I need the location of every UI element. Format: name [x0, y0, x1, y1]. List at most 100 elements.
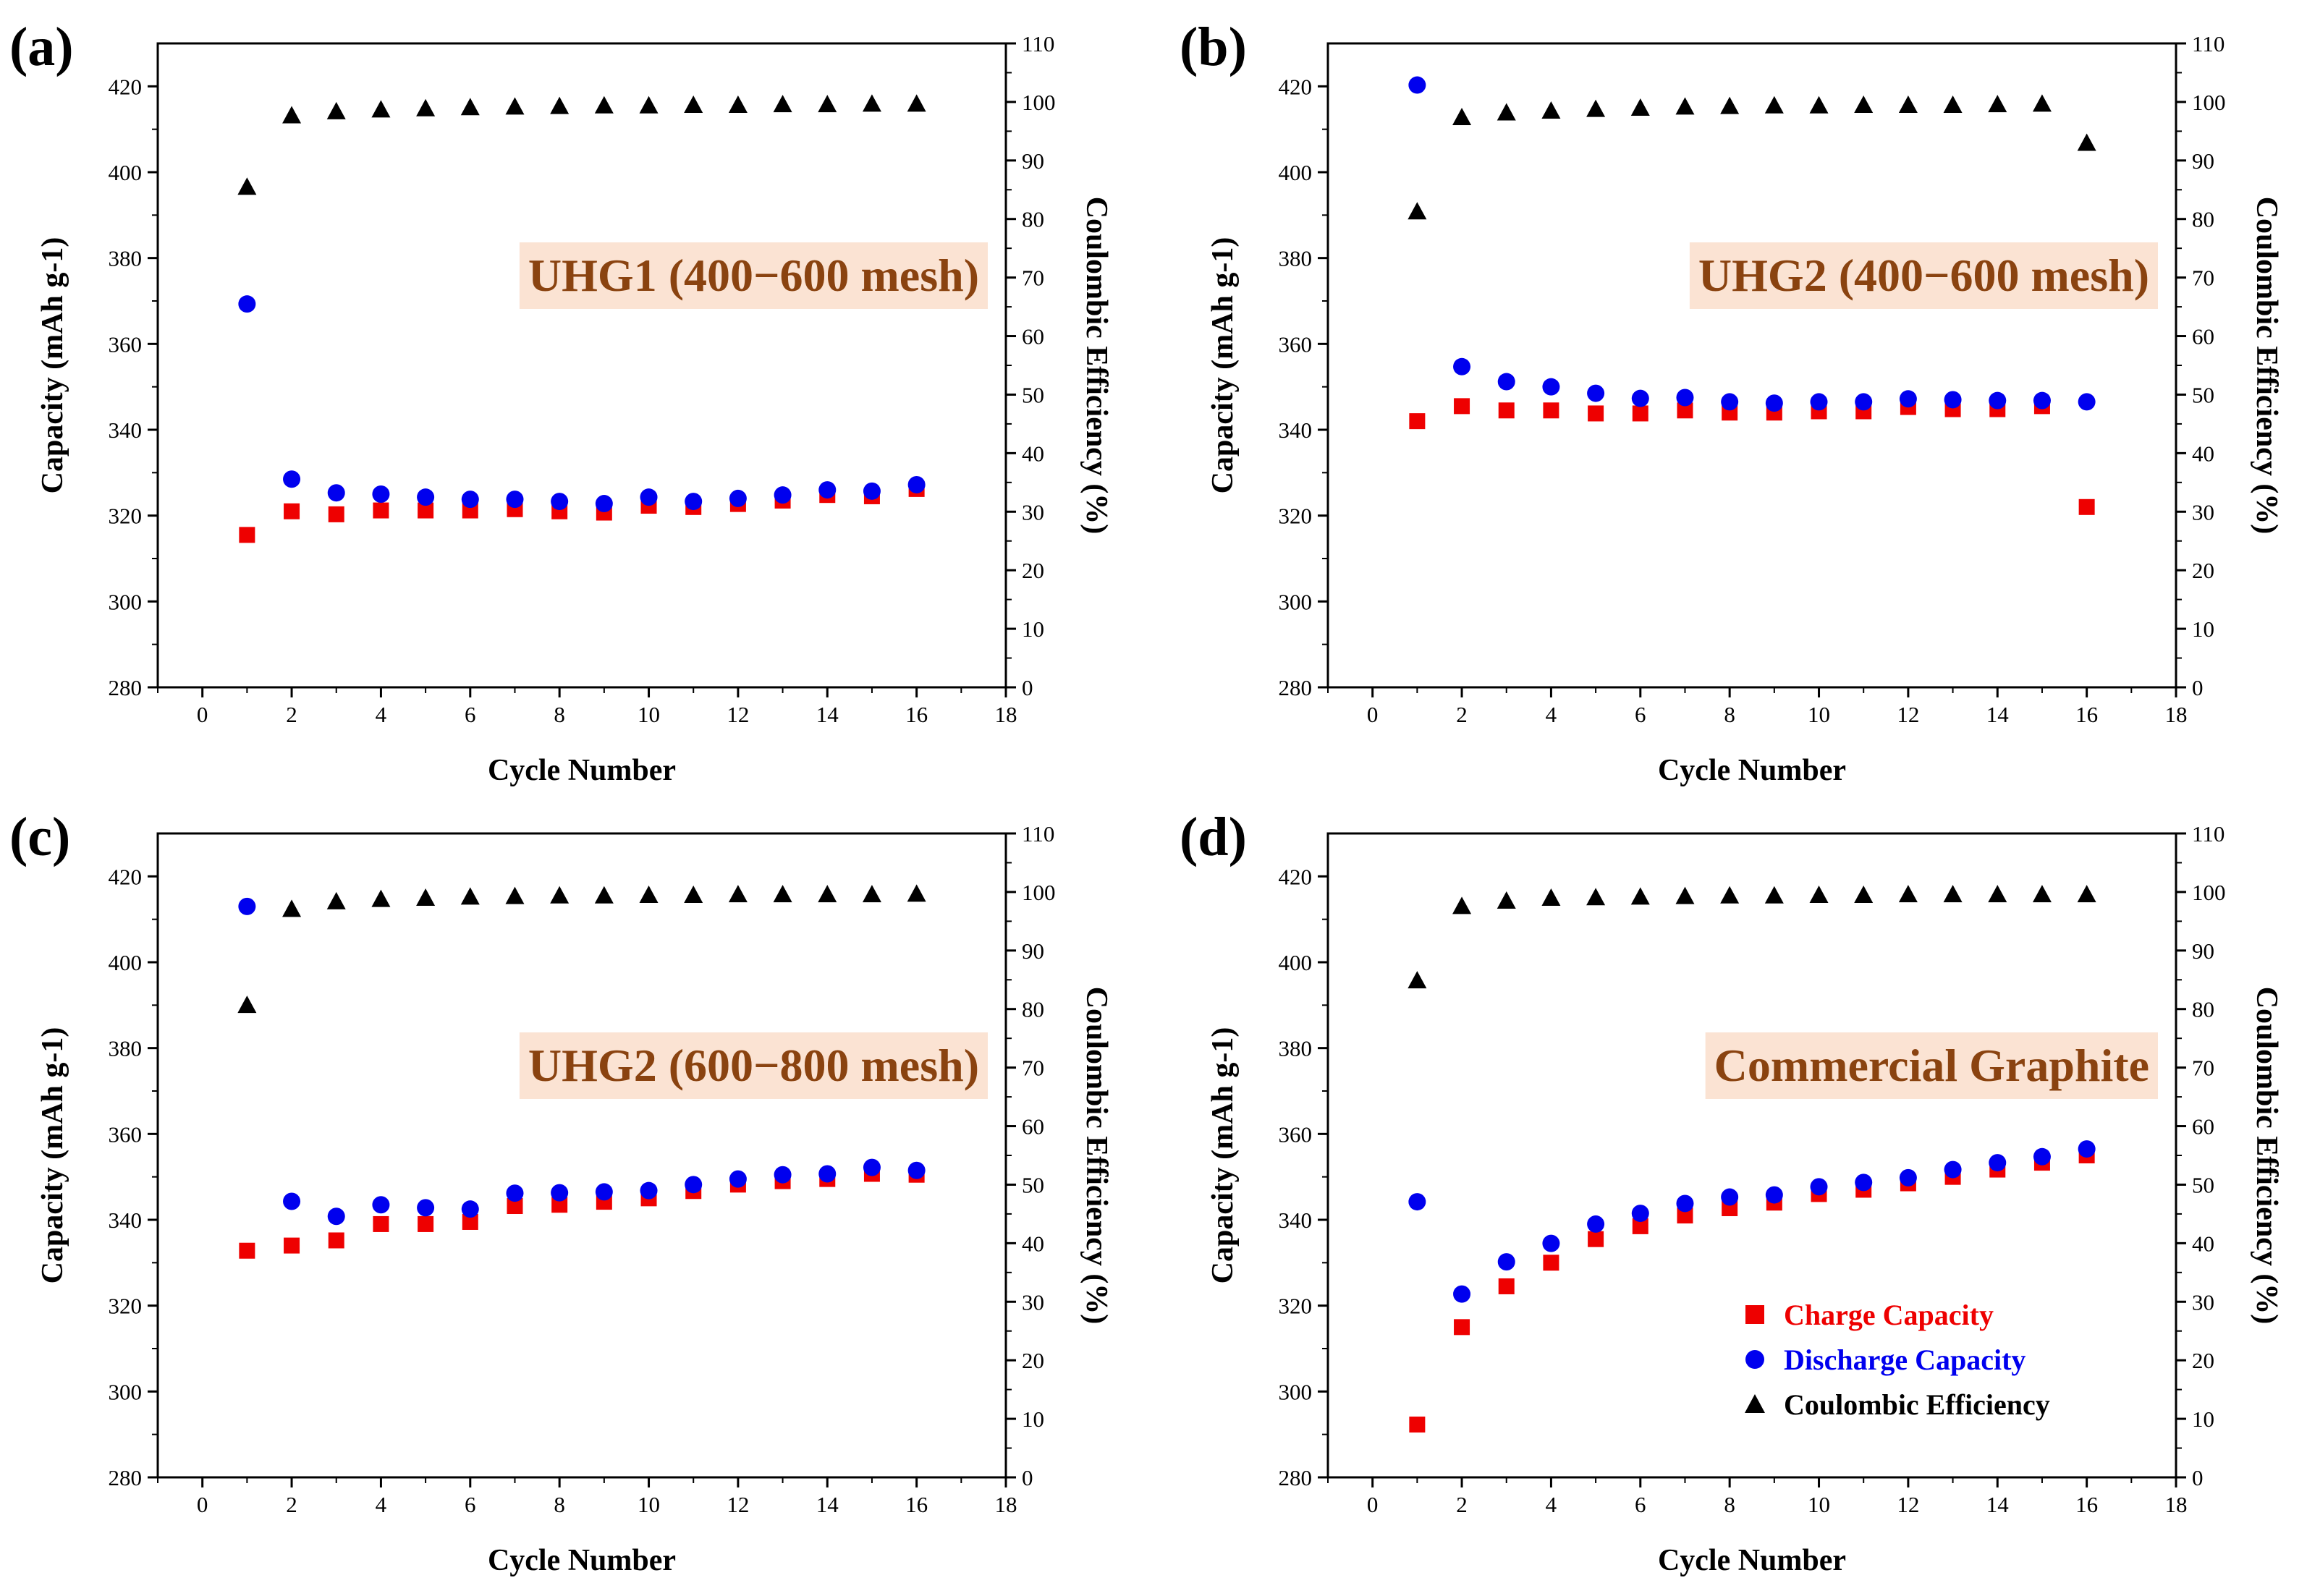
efficiency-point [326, 891, 346, 909]
efficiency-point [594, 95, 614, 114]
discharge-point [1542, 1234, 1560, 1252]
discharge-point [1989, 1154, 2007, 1172]
discharge-point [2033, 391, 2051, 409]
y2-tick-label: 100 [2192, 880, 2226, 905]
discharge-point [1765, 1186, 1783, 1204]
x-tick-label: 16 [2075, 702, 2098, 727]
y2-axis-label: Coulombic Efficiency (%) [1080, 197, 1113, 535]
x-axis-label: Cycle Number [488, 1544, 676, 1577]
efficiency-point [1452, 896, 1472, 914]
chart-panel-1: 0 2 4 6 8 10 12 14 16 18 280 300 320 340 360 380 400 420 0… [1180, 17, 2283, 787]
x-tick-label: 10 [1808, 1492, 1830, 1517]
y2-tick-label: 100 [1022, 90, 1056, 115]
discharge-point [327, 1207, 345, 1226]
y-tick-label: 400 [1279, 160, 1313, 185]
efficiency-point [505, 886, 525, 904]
y-tick-label: 420 [109, 864, 143, 889]
y2-tick-label: 50 [2192, 1172, 2214, 1197]
y2-tick-label: 70 [2192, 1056, 2214, 1081]
discharge-point [1810, 1178, 1828, 1196]
y2-tick-label: 20 [1022, 558, 1044, 583]
y2-tick-label: 10 [2192, 1406, 2214, 1432]
x-tick-label: 2 [1456, 702, 1468, 727]
discharge-point [685, 493, 703, 511]
x-tick-label: 12 [1897, 702, 1919, 727]
discharge-point [283, 1192, 301, 1210]
x-tick-label: 12 [1897, 1492, 1919, 1517]
discharge-point [1631, 389, 1649, 407]
y-axis-label: Capacity (mAh g-1) [1206, 237, 1240, 494]
y-tick-label: 360 [1279, 1121, 1313, 1147]
x-tick-label: 0 [1367, 1492, 1379, 1517]
x-tick-label: 12 [727, 1492, 749, 1517]
x-tick-label: 6 [1635, 702, 1646, 727]
x-axis-label: Cycle Number [1658, 1544, 1846, 1577]
legend: Charge Capacity Discharge Capacity Coulomb… [1745, 1299, 2050, 1421]
y2-tick-label: 100 [2192, 90, 2226, 115]
x-tick-label: 6 [465, 1492, 476, 1517]
discharge-point [1587, 1215, 1605, 1233]
discharge-point [417, 488, 435, 506]
y-tick-label: 320 [109, 504, 143, 529]
y2-tick-label: 40 [1022, 441, 1044, 466]
discharge-point [774, 486, 792, 504]
x-tick-label: 8 [554, 1492, 565, 1517]
efficiency-point [505, 97, 525, 115]
y2-tick-label: 20 [1022, 1348, 1044, 1373]
discharge-point [461, 491, 479, 509]
charge-point [1677, 402, 1693, 419]
charge-point [1543, 402, 1559, 419]
y-tick-label: 280 [1279, 1465, 1313, 1490]
y-tick-label: 400 [1279, 950, 1313, 975]
discharge-point [1453, 1285, 1471, 1303]
efficiency-point [237, 177, 257, 195]
x-tick-label: 14 [1986, 702, 2010, 727]
discharge-point [863, 482, 881, 500]
x-tick-label: 16 [905, 702, 928, 727]
x-tick-label: 18 [995, 1492, 1017, 1517]
x-tick-label: 10 [1808, 702, 1830, 727]
discharge-point [1497, 1253, 1515, 1271]
x-tick-label: 18 [2165, 702, 2188, 727]
charge-point [2078, 498, 2095, 515]
charge-point [1632, 405, 1648, 422]
efficiency-point [818, 95, 837, 113]
x-tick-label: 4 [1546, 1492, 1557, 1517]
y2-tick-label: 80 [1022, 207, 1044, 232]
efficiency-point [1408, 971, 1427, 989]
y-tick-label: 280 [109, 1465, 143, 1490]
discharge-point [1453, 357, 1471, 375]
y-tick-label: 320 [109, 1294, 143, 1319]
efficiency-point [1854, 95, 1874, 113]
efficiency-point [594, 886, 614, 904]
efficiency-point [773, 885, 792, 903]
sample-label-box [519, 242, 988, 309]
x-axis-label: Cycle Number [1658, 754, 1846, 787]
discharge-point [1765, 394, 1783, 412]
y2-tick-label: 40 [2192, 441, 2214, 466]
charge-point [1632, 1218, 1648, 1234]
discharge-point [1676, 1194, 1694, 1213]
charge-point [328, 1232, 344, 1249]
charge-point [1454, 1319, 1470, 1336]
efficiency-point [639, 95, 659, 114]
discharge-point [1408, 1193, 1426, 1211]
y2-tick-label: 80 [2192, 997, 2214, 1022]
charge-point [1498, 1278, 1515, 1294]
efficiency-point [2077, 133, 2096, 151]
efficiency-point [1408, 202, 1427, 220]
efficiency-point [1988, 95, 2007, 113]
discharge-point [283, 470, 301, 488]
discharge-point [1899, 1168, 1917, 1187]
chart-panel-2: 0 2 4 6 8 10 12 14 16 18 280 300 320 340 360 380 400 420 0… [9, 807, 1113, 1577]
efficiency-point [282, 899, 302, 917]
discharge-point [729, 1170, 747, 1188]
y2-axis-label: Coulombic Efficiency (%) [1080, 987, 1113, 1325]
sample-label: Commercial Graphite [1714, 1040, 2149, 1091]
efficiency-point [326, 101, 346, 119]
discharge-point [1989, 391, 2007, 409]
plot-frame [156, 42, 1007, 689]
charge-point [462, 1213, 478, 1230]
y2-tick-label: 30 [1022, 499, 1044, 525]
y-axis-label: Capacity (mAh g-1) [36, 237, 69, 494]
